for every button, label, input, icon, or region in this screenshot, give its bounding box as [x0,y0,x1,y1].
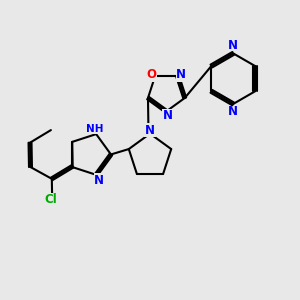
Text: N: N [228,39,238,52]
Text: N: N [176,68,186,81]
Text: N: N [94,174,104,187]
Text: N: N [163,109,173,122]
Text: NH: NH [86,124,104,134]
Text: N: N [145,124,155,136]
Text: O: O [146,68,156,81]
Text: N: N [228,105,238,119]
Text: Cl: Cl [44,193,57,206]
